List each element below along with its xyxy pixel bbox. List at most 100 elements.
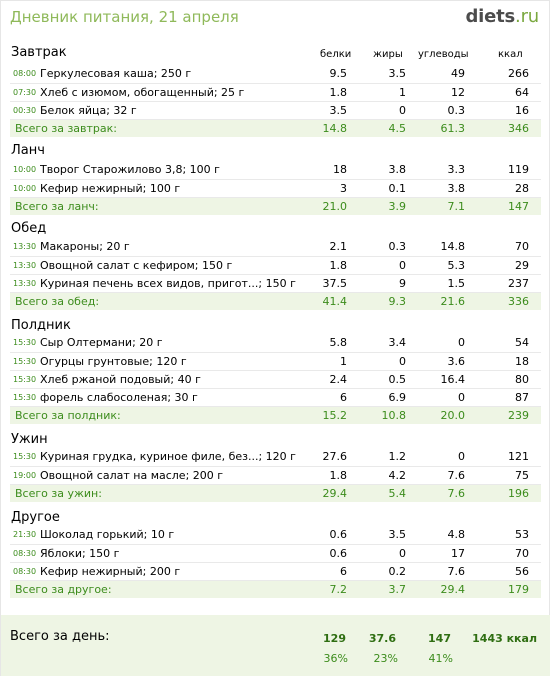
- item-protein: 2.1: [312, 238, 356, 257]
- item-kcal: 28: [477, 179, 541, 198]
- item-time: 15:30: [10, 334, 40, 353]
- table-row[interactable]: 15:30 Огурцы грунтовые; 120 г 1 0 3.6 18: [10, 352, 541, 371]
- item-protein: 6: [312, 562, 356, 581]
- item-fat: 0: [356, 101, 415, 120]
- total-label: Всего за другое:: [10, 580, 312, 598]
- table-row[interactable]: 15:30 Сыр Олтермани; 20 г 5.8 3.4 0 54: [10, 334, 541, 353]
- item-time: 13:30: [10, 256, 40, 275]
- column-header-carbs: углеводы: [418, 49, 469, 60]
- item-carbs: 4.8: [415, 526, 477, 545]
- item-fat: 1.2: [356, 448, 415, 467]
- total-fat: 3.9: [356, 197, 415, 215]
- table-row[interactable]: 15:30 форель слабосоленая; 30 г 6 6.9 0 87: [10, 388, 541, 407]
- table-row[interactable]: 10:00 Творог Старожилово 3,8; 100 г 18 3.8 3…: [10, 161, 541, 180]
- meal-title-lunch: Ланч: [11, 143, 45, 158]
- table-row[interactable]: 21:30 Шоколад горький; 10 г 0.6 3.5 4.8 53: [10, 526, 541, 545]
- total-label: Всего за ужин:: [10, 484, 312, 502]
- item-kcal: 18: [477, 352, 541, 371]
- item-time: 15:30: [10, 388, 40, 407]
- item-time: 15:30: [10, 352, 40, 371]
- total-kcal: 179: [477, 580, 541, 598]
- item-kcal: 54: [477, 334, 541, 353]
- item-kcal: 16: [477, 101, 541, 120]
- total-fat: 10.8: [356, 406, 415, 424]
- meal-total-row: Всего за ланч: 21.0 3.9 7.1 147: [10, 197, 541, 215]
- table-row[interactable]: 08:30 Кефир нежирный; 200 г 6 0.2 7.6 56: [10, 562, 541, 581]
- item-fat: 3.5: [356, 65, 415, 84]
- item-time: 13:30: [10, 238, 40, 257]
- table-row[interactable]: 19:00 Овощной салат на масле; 200 г 1.8 4.2…: [10, 466, 541, 485]
- table-row[interactable]: 07:30 Хлеб с изюмом, обогащенный; 25 г 1.8…: [10, 83, 541, 102]
- item-protein: 1.8: [312, 83, 356, 102]
- item-kcal: 56: [477, 562, 541, 581]
- item-kcal: 29: [477, 256, 541, 275]
- item-fat: 3.4: [356, 334, 415, 353]
- total-carbs: 61.3: [415, 119, 477, 137]
- item-carbs: 0: [415, 448, 477, 467]
- item-carbs: 1.5: [415, 274, 477, 293]
- item-kcal: 266: [477, 65, 541, 84]
- item-time: 21:30: [10, 526, 40, 545]
- item-protein: 2.4: [312, 370, 356, 389]
- day-percent-protein: 36%: [323, 652, 348, 665]
- meal-table-other: 21:30 Шоколад горький; 10 г 0.6 3.5 4.8 53 08…: [10, 526, 541, 598]
- table-row[interactable]: 15:30 Куриная грудка, куриное филе, без..…: [10, 448, 541, 467]
- item-protein: 0.6: [312, 544, 356, 563]
- item-carbs: 3.8: [415, 179, 477, 198]
- total-label: Всего за полдник:: [10, 406, 312, 424]
- meal-table-breakfast: 08:00 Геркулесовая каша; 250 г 9.5 3.5 49 266…: [10, 65, 541, 137]
- total-fat: 3.7: [356, 580, 415, 598]
- meal-total-row: Всего за другое: 7.2 3.7 29.4 179: [10, 580, 541, 598]
- item-name: Шоколад горький; 10 г: [40, 526, 312, 545]
- table-row[interactable]: 10:00 Кефир нежирный; 100 г 3 0.1 3.8 28: [10, 179, 541, 198]
- item-protein: 18: [312, 161, 356, 180]
- item-carbs: 0.3: [415, 101, 477, 120]
- total-kcal: 336: [477, 292, 541, 310]
- meal-table-dinner: 13:30 Макароны; 20 г 2.1 0.3 14.8 70 13:30 Ово…: [10, 238, 541, 310]
- item-time: 08:00: [10, 65, 40, 84]
- logo-tld: ru: [520, 6, 540, 27]
- table-row[interactable]: 13:30 Овощной салат с кефиром; 150 г 1.8 0 5…: [10, 256, 541, 275]
- item-name: Яблоки; 150 г: [40, 544, 312, 563]
- item-name: Хлеб с изюмом, обогащенный; 25 г: [40, 83, 312, 102]
- item-time: 19:00: [10, 466, 40, 485]
- item-name: Огурцы грунтовые; 120 г: [40, 352, 312, 371]
- site-logo[interactable]: diets.ru: [465, 6, 539, 27]
- item-time: 13:30: [10, 274, 40, 293]
- item-kcal: 237: [477, 274, 541, 293]
- item-kcal: 75: [477, 466, 541, 485]
- day-total-label: Всего за день:: [10, 629, 110, 644]
- item-carbs: 0: [415, 388, 477, 407]
- total-protein: 41.4: [312, 292, 356, 310]
- item-time: 15:30: [10, 448, 40, 467]
- item-protein: 1.8: [312, 466, 356, 485]
- item-protein: 1: [312, 352, 356, 371]
- table-row[interactable]: 08:30 Яблоки; 150 г 0.6 0 17 70: [10, 544, 541, 563]
- table-row[interactable]: 15:30 Хлеб ржаной подовый; 40 г 2.4 0.5 16.4…: [10, 370, 541, 389]
- total-protein: 15.2: [312, 406, 356, 424]
- table-row[interactable]: 00:30 Белок яйца; 32 г 3.5 0 0.3 16: [10, 101, 541, 120]
- table-row[interactable]: 13:30 Куриная печень всех видов, пригот..…: [10, 274, 541, 293]
- table-row[interactable]: 13:30 Макароны; 20 г 2.1 0.3 14.8 70: [10, 238, 541, 257]
- column-header-fat: жиры: [373, 49, 403, 60]
- item-protein: 37.5: [312, 274, 356, 293]
- item-name: Творог Старожилово 3,8; 100 г: [40, 161, 312, 180]
- total-protein: 29.4: [312, 484, 356, 502]
- day-percent-fat: 23%: [373, 652, 398, 665]
- meal-table-lunch: 10:00 Творог Старожилово 3,8; 100 г 18 3.8 3…: [10, 161, 541, 215]
- item-kcal: 64: [477, 83, 541, 102]
- item-name: форель слабосоленая; 30 г: [40, 388, 312, 407]
- item-fat: 1: [356, 83, 415, 102]
- item-kcal: 80: [477, 370, 541, 389]
- item-fat: 0: [356, 256, 415, 275]
- meal-title-supper: Ужин: [11, 432, 48, 447]
- total-label: Всего за обед:: [10, 292, 312, 310]
- item-name: Макароны; 20 г: [40, 238, 312, 257]
- table-row[interactable]: 08:00 Геркулесовая каша; 250 г 9.5 3.5 49 266: [10, 65, 541, 84]
- item-time: 08:30: [10, 562, 40, 581]
- total-kcal: 147: [477, 197, 541, 215]
- item-carbs: 12: [415, 83, 477, 102]
- item-fat: 0: [356, 352, 415, 371]
- item-fat: 6.9: [356, 388, 415, 407]
